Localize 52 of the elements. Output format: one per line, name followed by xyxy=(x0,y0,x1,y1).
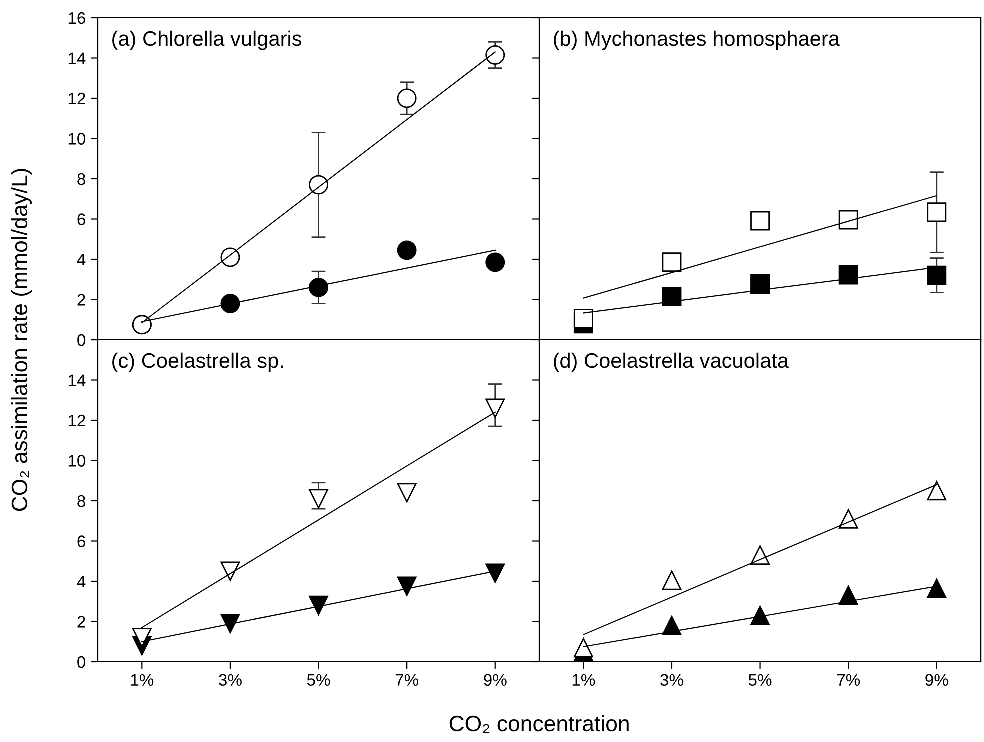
point xyxy=(574,638,594,658)
y-tick-label: 6 xyxy=(78,214,86,226)
point xyxy=(220,294,240,314)
point xyxy=(927,266,947,286)
text: (c) Coelastrella sp. xyxy=(112,352,284,372)
point xyxy=(309,596,328,616)
x-axis-title: CO₂ concentration xyxy=(450,715,629,734)
text: (d) Coelastrella vacuolata xyxy=(554,352,789,372)
y-tick-label: 10 xyxy=(68,133,86,145)
x-tick-label: 1% xyxy=(131,674,154,686)
y-tick-label: 8 xyxy=(78,173,86,186)
x-tick-label: 1% xyxy=(572,674,596,686)
text: (b) Mychonastes homosphaera xyxy=(554,30,840,50)
point xyxy=(838,586,858,606)
x-tick-label: 9% xyxy=(484,674,507,686)
x-tick-label: 7% xyxy=(396,674,419,686)
y-tick-label: 0 xyxy=(78,656,86,668)
point xyxy=(220,614,240,634)
y-tick-label: 14 xyxy=(68,52,86,64)
y-tick-label: 8 xyxy=(78,495,86,508)
y-tick-label: 10 xyxy=(68,455,86,467)
x-tick-label: 9% xyxy=(926,674,948,686)
point xyxy=(486,252,506,272)
y-tick-label: 2 xyxy=(78,616,86,628)
y-axis-title: CO₂ assimilation rate (mmol/day/L) xyxy=(11,169,32,512)
y-tick-label: 0 xyxy=(78,334,86,346)
point xyxy=(397,240,417,260)
x-tick-label: 5% xyxy=(748,674,772,686)
y-tick-label: 14 xyxy=(68,374,86,386)
point xyxy=(750,606,770,626)
point xyxy=(662,287,682,306)
y-tick-label: 6 xyxy=(78,536,86,548)
x-tick-label: 5% xyxy=(307,674,330,686)
point xyxy=(574,309,594,329)
y-tick-label: 12 xyxy=(68,92,86,105)
point xyxy=(750,274,770,294)
text: (a) Chlorella vulgaris xyxy=(112,30,302,50)
y-tick-label: 4 xyxy=(77,576,86,588)
point xyxy=(662,616,682,636)
point xyxy=(838,265,858,285)
x-tick-label: 7% xyxy=(837,674,860,686)
y-tick-label: 2 xyxy=(78,294,86,306)
x-tick-label: 3% xyxy=(219,674,242,686)
y-tick-label: 4 xyxy=(77,254,86,266)
point xyxy=(397,576,417,596)
point xyxy=(927,578,947,598)
y-tick-label: 16 xyxy=(68,12,86,24)
point xyxy=(309,278,328,298)
y-tick-label: 12 xyxy=(68,414,86,427)
x-tick-label: 3% xyxy=(660,674,684,686)
point xyxy=(927,202,947,222)
point xyxy=(486,564,506,584)
